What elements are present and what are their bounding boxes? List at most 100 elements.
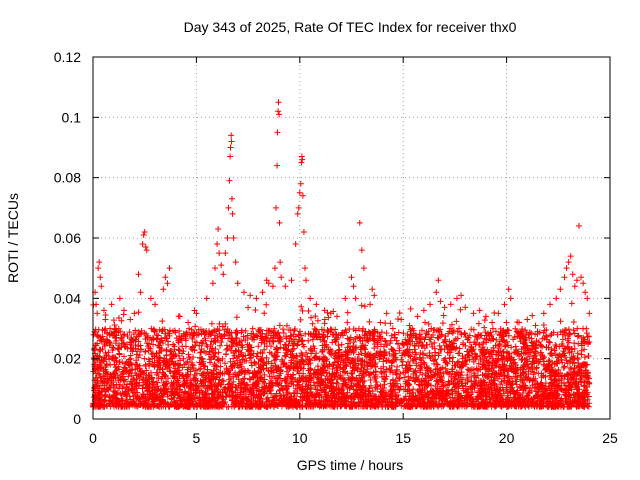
- background-point: [285, 326, 292, 333]
- background-point: [140, 370, 147, 377]
- background-point: [442, 382, 449, 389]
- background-point: [121, 331, 128, 338]
- background-point: [381, 373, 388, 380]
- background-point: [543, 366, 550, 373]
- background-point: [343, 394, 350, 401]
- background-point: [173, 370, 180, 377]
- background-point: [280, 326, 287, 333]
- background-point: [304, 386, 311, 393]
- background-point: [411, 346, 418, 353]
- background-point: [367, 370, 374, 377]
- background-point: [572, 382, 579, 389]
- background-point: [118, 336, 125, 343]
- background-point: [568, 403, 575, 410]
- background-point: [169, 382, 176, 389]
- background-point: [176, 327, 183, 334]
- background-point: [218, 393, 225, 400]
- background-point: [217, 392, 224, 399]
- background-point: [438, 331, 445, 338]
- background-point: [405, 382, 412, 389]
- background-point: [537, 384, 544, 391]
- background-point: [402, 393, 409, 400]
- background-point: [470, 356, 477, 363]
- background-point: [378, 329, 385, 336]
- background-point: [419, 371, 426, 378]
- background-point: [176, 347, 183, 354]
- background-point: [324, 383, 331, 390]
- background-point: [315, 391, 322, 398]
- background-point: [381, 337, 388, 344]
- background-point: [462, 354, 469, 361]
- background-point: [442, 333, 449, 340]
- background-point: [348, 349, 355, 356]
- background-point: [335, 342, 342, 349]
- background-point: [562, 373, 569, 380]
- background-point: [270, 369, 277, 376]
- background-point: [571, 371, 578, 378]
- background-point: [535, 388, 542, 395]
- background-point: [449, 330, 456, 337]
- background-point: [212, 332, 219, 339]
- background-point: [203, 327, 210, 334]
- background-point: [487, 399, 494, 406]
- background-point: [447, 325, 454, 332]
- background-point: [134, 365, 141, 372]
- background-point: [515, 330, 522, 337]
- background-point: [434, 334, 441, 341]
- background-point: [223, 342, 230, 349]
- background-point: [124, 333, 131, 340]
- background-point: [578, 342, 585, 349]
- background-point: [198, 359, 205, 366]
- background-point: [163, 346, 170, 353]
- background-point: [520, 340, 527, 347]
- background-point: [558, 395, 565, 402]
- background-point: [221, 360, 228, 367]
- background-point: [260, 402, 267, 409]
- background-point: [166, 368, 173, 375]
- background-point: [307, 385, 314, 392]
- background-point: [480, 400, 487, 407]
- background-point: [145, 343, 152, 350]
- background-point: [548, 350, 555, 357]
- background-point: [268, 382, 275, 389]
- background-point: [350, 360, 357, 367]
- background-point: [335, 361, 342, 368]
- background-point: [413, 360, 420, 367]
- background-point: [127, 378, 134, 385]
- background-point: [198, 326, 205, 333]
- background-point: [296, 336, 303, 343]
- background-point: [565, 382, 572, 389]
- background-point: [586, 380, 593, 387]
- background-point: [105, 349, 112, 356]
- background-point: [503, 382, 510, 389]
- background-point: [267, 386, 274, 393]
- background-point: [173, 380, 180, 387]
- background-point: [127, 396, 134, 403]
- background-point: [335, 347, 342, 354]
- background-point: [237, 389, 244, 396]
- background-point: [367, 377, 374, 384]
- background-point: [369, 329, 376, 336]
- background-point: [547, 376, 554, 383]
- background-point: [428, 388, 435, 395]
- background-point: [197, 354, 204, 361]
- background-point: [299, 307, 306, 314]
- background-point: [153, 394, 160, 401]
- background-point: [132, 366, 139, 373]
- background-point: [222, 399, 229, 406]
- background-point: [111, 321, 118, 328]
- background-point: [468, 383, 475, 390]
- background-point: [128, 342, 135, 349]
- background-point: [441, 356, 448, 363]
- background-point: [98, 365, 105, 372]
- background-point: [326, 403, 333, 410]
- background-point: [427, 398, 434, 405]
- background-point: [564, 344, 571, 351]
- background-point: [431, 372, 438, 379]
- background-point: [244, 403, 251, 410]
- background-point: [527, 349, 534, 356]
- background-point: [238, 363, 245, 370]
- background-point: [546, 339, 553, 346]
- background-point: [255, 360, 262, 367]
- background-point: [460, 362, 467, 369]
